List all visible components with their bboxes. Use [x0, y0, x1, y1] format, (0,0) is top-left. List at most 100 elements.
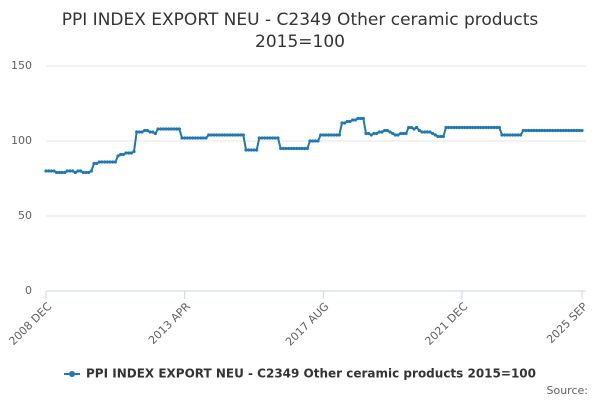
point: [559, 128, 563, 133]
point: [127, 151, 131, 155]
point: [553, 128, 557, 133]
chart-title: 2015=100: [255, 32, 345, 52]
point: [196, 136, 200, 140]
point: [289, 146, 293, 151]
point: [569, 128, 573, 133]
point: [135, 130, 139, 134]
point: [497, 125, 501, 130]
point: [359, 116, 363, 121]
point: [60, 170, 64, 175]
point: [361, 116, 365, 121]
point: [143, 128, 147, 133]
point: [148, 130, 152, 134]
point: [577, 128, 581, 133]
point: [57, 170, 61, 175]
point: [297, 146, 301, 151]
point: [239, 133, 243, 137]
x-tick-label: 2021 DEC: [422, 300, 470, 348]
point: [132, 149, 136, 154]
point: [215, 133, 219, 137]
point: [463, 125, 467, 130]
point: [535, 128, 539, 133]
point: [372, 131, 376, 136]
series-line: [46, 117, 582, 174]
point: [49, 169, 53, 173]
point: [433, 133, 437, 137]
point: [540, 128, 544, 133]
point: [508, 133, 512, 137]
point: [575, 128, 579, 133]
point: [199, 136, 203, 140]
point: [335, 133, 339, 137]
point: [180, 136, 184, 140]
point: [383, 128, 387, 133]
point: [449, 125, 453, 130]
point: [396, 133, 400, 137]
point: [137, 130, 141, 134]
point: [257, 136, 261, 140]
point: [377, 130, 381, 134]
source-label: Source:: [547, 384, 589, 397]
point: [300, 146, 304, 151]
point: [471, 125, 475, 130]
point: [337, 133, 341, 137]
point: [465, 125, 469, 130]
point: [44, 169, 48, 173]
point: [425, 130, 429, 134]
point: [567, 128, 571, 133]
point: [527, 128, 531, 133]
point: [76, 169, 80, 173]
x-tick-label: 2008 DEC: [6, 300, 54, 348]
point: [124, 151, 128, 155]
point: [332, 133, 336, 137]
point: [388, 130, 392, 134]
point: [447, 125, 451, 130]
point: [185, 136, 189, 140]
point: [353, 118, 357, 122]
point: [268, 136, 272, 140]
point: [561, 128, 565, 133]
point: [265, 136, 269, 140]
point: [521, 128, 525, 133]
point: [204, 136, 208, 140]
point: [484, 125, 488, 130]
point: [65, 169, 69, 173]
point: [119, 152, 123, 157]
point: [276, 136, 280, 140]
point: [105, 160, 109, 164]
point: [159, 127, 163, 131]
point: [287, 146, 291, 151]
point: [316, 139, 320, 143]
point: [321, 133, 325, 137]
point: [369, 133, 373, 137]
point: [63, 170, 67, 175]
point: [431, 131, 435, 136]
point: [73, 170, 77, 175]
y-tick-label: 150: [11, 59, 32, 72]
point: [455, 125, 459, 130]
point: [167, 127, 171, 131]
point: [71, 169, 75, 173]
point: [407, 125, 411, 130]
point: [279, 146, 283, 151]
point: [401, 131, 405, 136]
point: [343, 121, 347, 125]
point: [231, 133, 235, 137]
point: [473, 125, 477, 130]
point: [55, 170, 59, 175]
point: [327, 133, 331, 137]
point: [329, 133, 333, 137]
point: [92, 161, 96, 166]
point: [516, 133, 520, 137]
point: [228, 133, 232, 137]
point: [169, 127, 173, 131]
point: [161, 127, 165, 131]
point: [476, 125, 480, 130]
point: [348, 119, 352, 124]
point: [356, 116, 360, 121]
point: [489, 125, 493, 130]
point: [324, 133, 328, 137]
point: [420, 130, 424, 134]
point: [52, 169, 56, 173]
point: [79, 169, 83, 173]
